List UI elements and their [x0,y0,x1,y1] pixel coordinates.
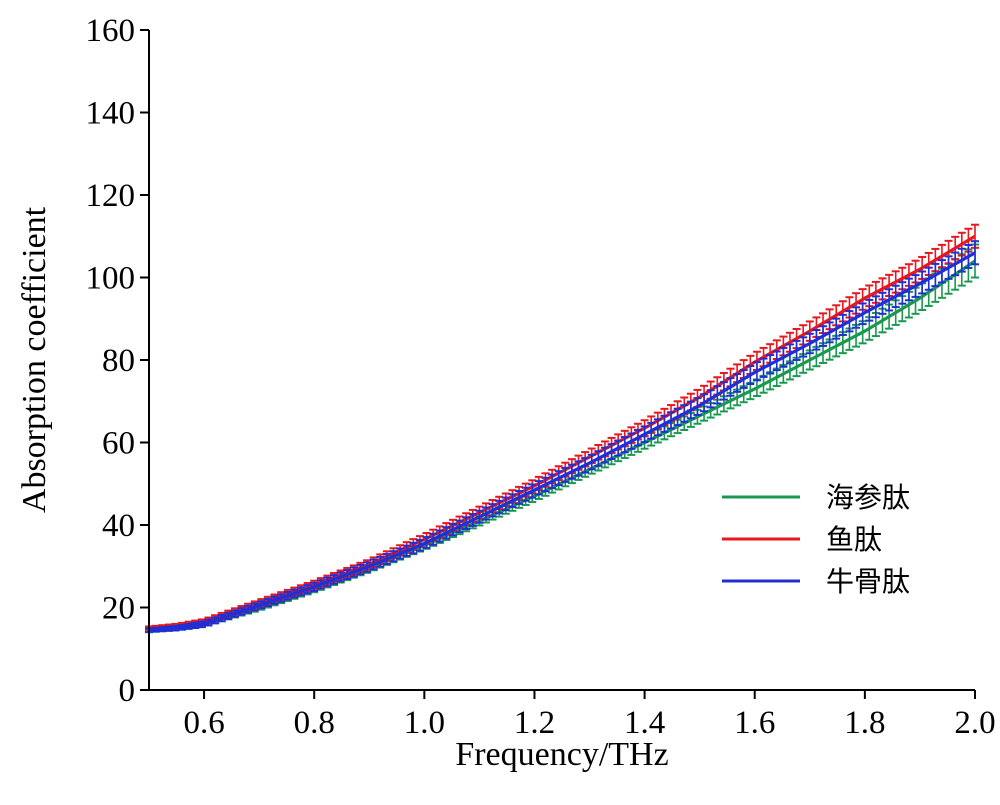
series-layer [145,223,979,634]
x-axis-ticks: 0.6 0.8 1.0 1.2 1.4 1.6 1.8 2.0 [183,690,996,741]
x-axis-title: Frequency/THz [455,736,668,773]
y-tick-label: 80 [102,343,135,379]
y-tick-label: 60 [102,426,135,462]
legend-label: 鱼肽 [826,523,882,556]
y-tick-label: 160 [86,13,136,49]
y-tick-label: 20 [102,591,135,627]
legend-label: 牛骨肽 [826,565,910,598]
y-tick-label: 100 [86,261,136,297]
x-tick-label: 1.4 [624,705,665,741]
x-tick-label: 1.8 [844,705,885,741]
x-tick-label: 0.6 [183,705,224,741]
y-axis-ticks: 0 20 40 60 80 100 120 140 160 [86,13,149,709]
x-tick-label: 1.6 [734,705,775,741]
series-line [148,251,976,632]
y-tick-label: 140 [86,96,136,132]
y-axis-title: Absorption coefficient [16,206,53,513]
plot-area: 0 20 40 60 80 100 120 140 160 0.6 0.8 1.0 1.2 1.4 1.6… [86,13,996,741]
series-3 [145,240,979,633]
x-tick-label: 0.8 [294,705,335,741]
y-tick-label: 0 [119,673,136,709]
y-tick-label: 120 [86,178,136,214]
x-tick-label: 2.0 [954,705,995,741]
y-tick-label: 40 [102,508,135,544]
x-tick-label: 1.2 [514,705,555,741]
x-tick-label: 1.0 [404,705,445,741]
legend-label: 海参肽 [826,481,910,514]
